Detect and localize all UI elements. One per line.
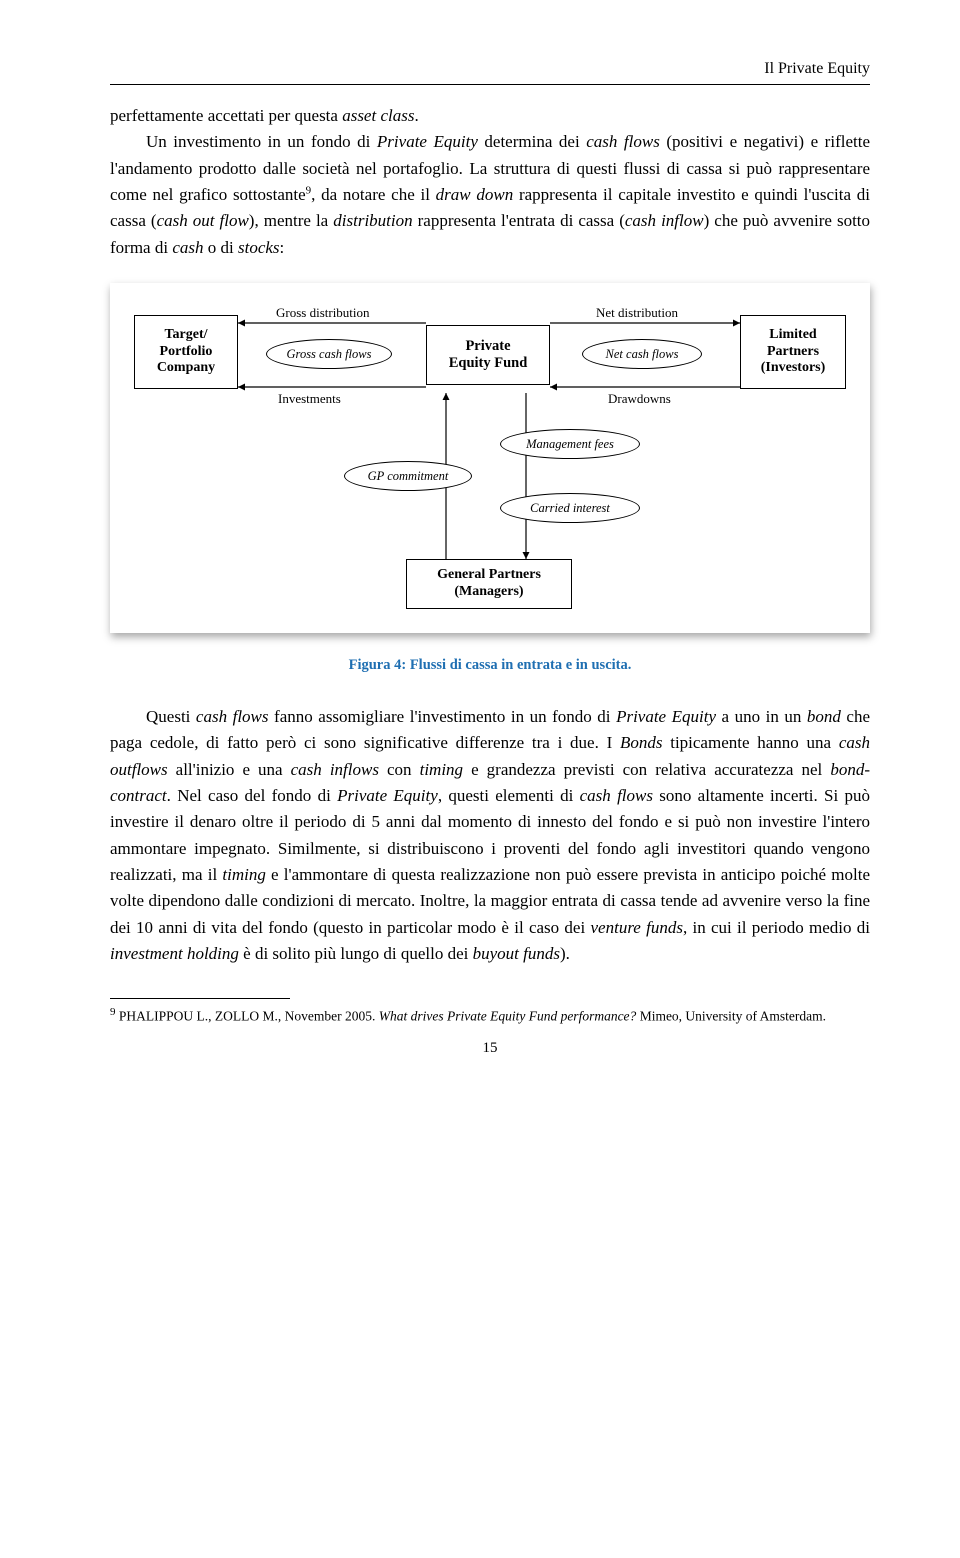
italic: cash [172,238,203,257]
page-number: 15 [110,1040,870,1057]
text: e grandezza previsti con relativa accura… [463,760,830,779]
footnote-separator [110,998,290,999]
italic: timing [222,865,265,884]
italic: investment holding [110,944,239,963]
section-header: Il Private Equity [110,60,870,78]
label-investments: Investments [278,391,341,407]
text: PHALIPPOU L., ZOLLO M., November 2005. [116,1008,379,1023]
node-label: Limited [761,327,826,344]
text: perfettamente accettati per questa [110,106,342,125]
figure-container: Target/ Portfolio Company Private Equity… [110,283,870,633]
figure-caption: Figura 4: Flussi di cassa in entrata e i… [110,657,870,674]
oval-label: Carried interest [530,501,610,516]
node-target-company: Target/ Portfolio Company [134,315,238,389]
oval-label: Net cash flows [606,347,679,362]
header-rule [110,84,870,85]
italic: cash flows [580,786,653,805]
oval-gross-cash-flows: Gross cash flows [266,339,392,369]
text: determina dei [478,132,586,151]
text: , in cui il periodo medio di [683,918,870,937]
italic: stocks [238,238,280,257]
node-label: Company [157,360,215,377]
italic: bond [807,707,841,726]
italic: cash flows [196,707,269,726]
text: : [280,238,285,257]
paragraph-3: Questi cash flows fanno assomigliare l'i… [110,704,870,967]
text: all'inizio e una [168,760,291,779]
text: ), mentre la [249,211,333,230]
text: tipicamente hanno una [662,733,838,752]
oval-label: Gross cash flows [287,347,372,362]
paragraph-1: perfettamente accettati per questa asset… [110,103,870,129]
text: ). [560,944,570,963]
text: rappresenta l'entrata di cassa ( [413,211,625,230]
text: è di solito più lungo di quello dei [239,944,473,963]
italic: timing [420,760,463,779]
italic: asset class [342,106,414,125]
text: Un investimento in un fondo di [146,132,377,151]
flowchart-diagram: Target/ Portfolio Company Private Equity… [126,301,854,621]
node-limited-partners: Limited Partners (Investors) [740,315,846,389]
italic: cash inflow [625,211,704,230]
text: , da notare che il [311,185,436,204]
italic: draw down [436,185,514,204]
italic: Private Equity [337,786,438,805]
node-label: Partners [761,344,826,361]
oval-net-cash-flows: Net cash flows [582,339,702,369]
node-general-partners: General Partners (Managers) [406,559,572,609]
text: . Nel caso del fondo di [167,786,337,805]
oval-management-fees: Management fees [500,429,640,459]
node-label: General Partners [437,567,541,584]
node-label: Target/ [157,327,215,344]
node-label: (Managers) [437,584,541,601]
italic: Private Equity [377,132,478,151]
node-label: Portfolio [157,344,215,361]
text: Questi [146,707,196,726]
text: Mimeo, University of Amsterdam. [636,1008,826,1023]
italic: venture funds [591,918,683,937]
node-label: (Investors) [761,360,826,377]
oval-label: Management fees [526,437,614,452]
text: o di [204,238,238,257]
node-label: Private [449,338,528,355]
node-label: Equity Fund [449,355,528,372]
italic: cash inflows [291,760,379,779]
italic: distribution [333,211,412,230]
text: a uno in un [716,707,807,726]
oval-carried-interest: Carried interest [500,493,640,523]
label-gross-distribution: Gross distribution [276,305,370,321]
footnote: 9 PHALIPPOU L., ZOLLO M., November 2005.… [110,1005,870,1026]
page: Il Private Equity perfettamente accettat… [0,0,960,1097]
node-private-equity-fund: Private Equity Fund [426,325,550,385]
italic: What drives Private Equity Fund performa… [379,1008,637,1023]
italic: buyout funds [473,944,560,963]
text: , questi elementi di [438,786,580,805]
text: fanno assomigliare l'investimento in un … [269,707,617,726]
label-net-distribution: Net distribution [596,305,678,321]
italic: cash flows [586,132,660,151]
paragraph-2: Un investimento in un fondo di Private E… [110,129,870,261]
text: con [379,760,420,779]
italic: Private Equity [616,707,716,726]
oval-label: GP commitment [368,469,449,484]
label-drawdowns: Drawdowns [608,391,671,407]
italic: Bonds [620,733,663,752]
italic: cash out flow [157,211,249,230]
text: . [414,106,418,125]
oval-gp-commitment: GP commitment [344,461,472,491]
